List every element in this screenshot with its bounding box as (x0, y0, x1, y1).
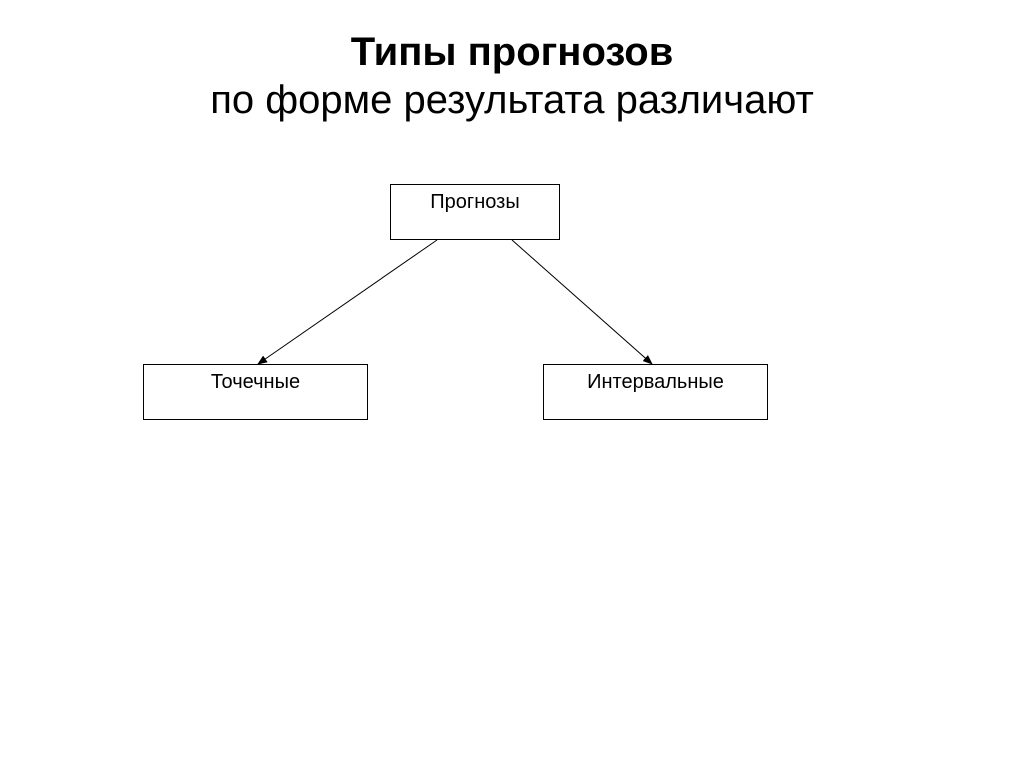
title-container: Типы прогнозов по форме результата разли… (0, 0, 1024, 124)
node-left: Точечные (143, 364, 368, 420)
title-line-1: Типы прогнозов (0, 28, 1024, 76)
node-right: Интервальные (543, 364, 768, 420)
edge-root-right (512, 240, 652, 364)
edge-root-left (258, 240, 437, 364)
node-right-label: Интервальные (587, 371, 724, 393)
node-root-label: Прогнозы (430, 191, 519, 213)
diagram-container: Прогнозы Точечные Интервальные (0, 124, 1024, 624)
node-left-label: Точечные (211, 371, 300, 393)
node-root: Прогнозы (390, 184, 560, 240)
title-line-2: по форме результата различают (0, 76, 1024, 124)
